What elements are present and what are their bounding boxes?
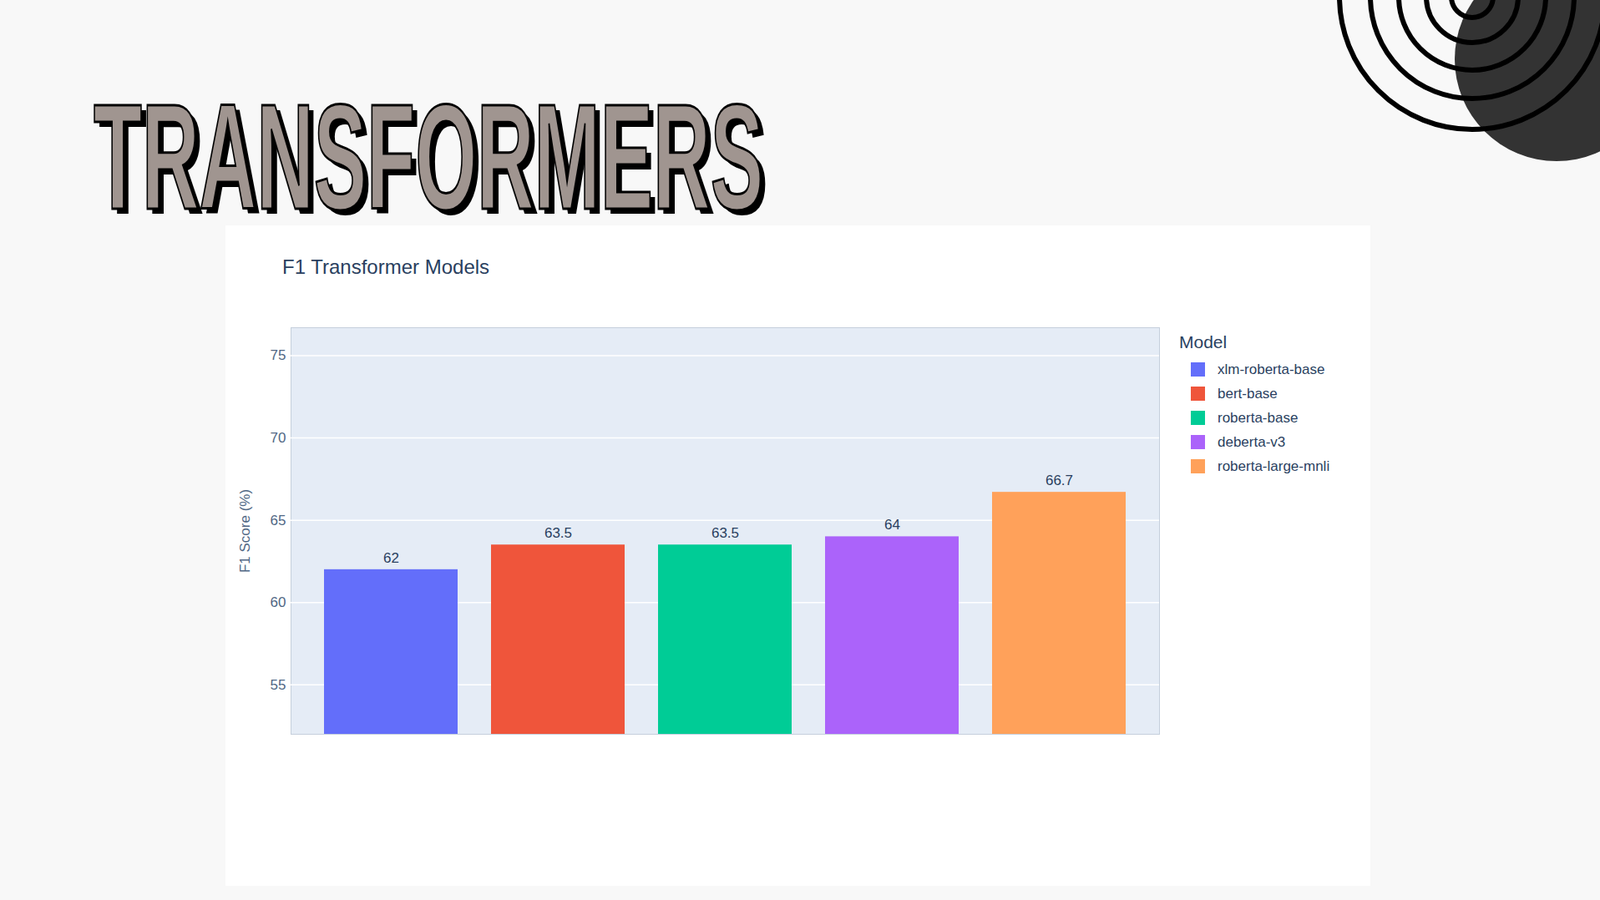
svg-text:70: 70	[270, 430, 287, 446]
svg-text:75: 75	[270, 347, 287, 364]
svg-text:63.5: 63.5	[544, 525, 573, 542]
svg-text:60: 60	[270, 594, 287, 611]
svg-text:64: 64	[884, 516, 901, 533]
svg-text:F1 Score (%): F1 Score (%)	[237, 489, 254, 573]
svg-text:TRANSFORMERS: TRANSFORMERS	[93, 72, 764, 241]
html-text:bert-base: bert-base	[1217, 385, 1278, 402]
svg-text:63.5: 63.5	[711, 525, 740, 542]
html-text:roberta-base: roberta-base	[1217, 409, 1299, 426]
html-text:deberta-v3: deberta-v3	[1217, 433, 1286, 450]
html-text:xlm-roberta-base: xlm-roberta-base	[1217, 361, 1325, 378]
html-text:F1 Transformer Models: F1 Transformer Models	[282, 255, 490, 279]
svg-text:66.7: 66.7	[1045, 472, 1074, 489]
svg-text:65: 65	[270, 512, 287, 529]
html-text:Model: Model	[1179, 332, 1227, 352]
svg-text:55: 55	[270, 677, 287, 694]
html-text:roberta-large-mnli: roberta-large-mnli	[1217, 458, 1330, 474]
svg-text:62: 62	[383, 550, 400, 567]
